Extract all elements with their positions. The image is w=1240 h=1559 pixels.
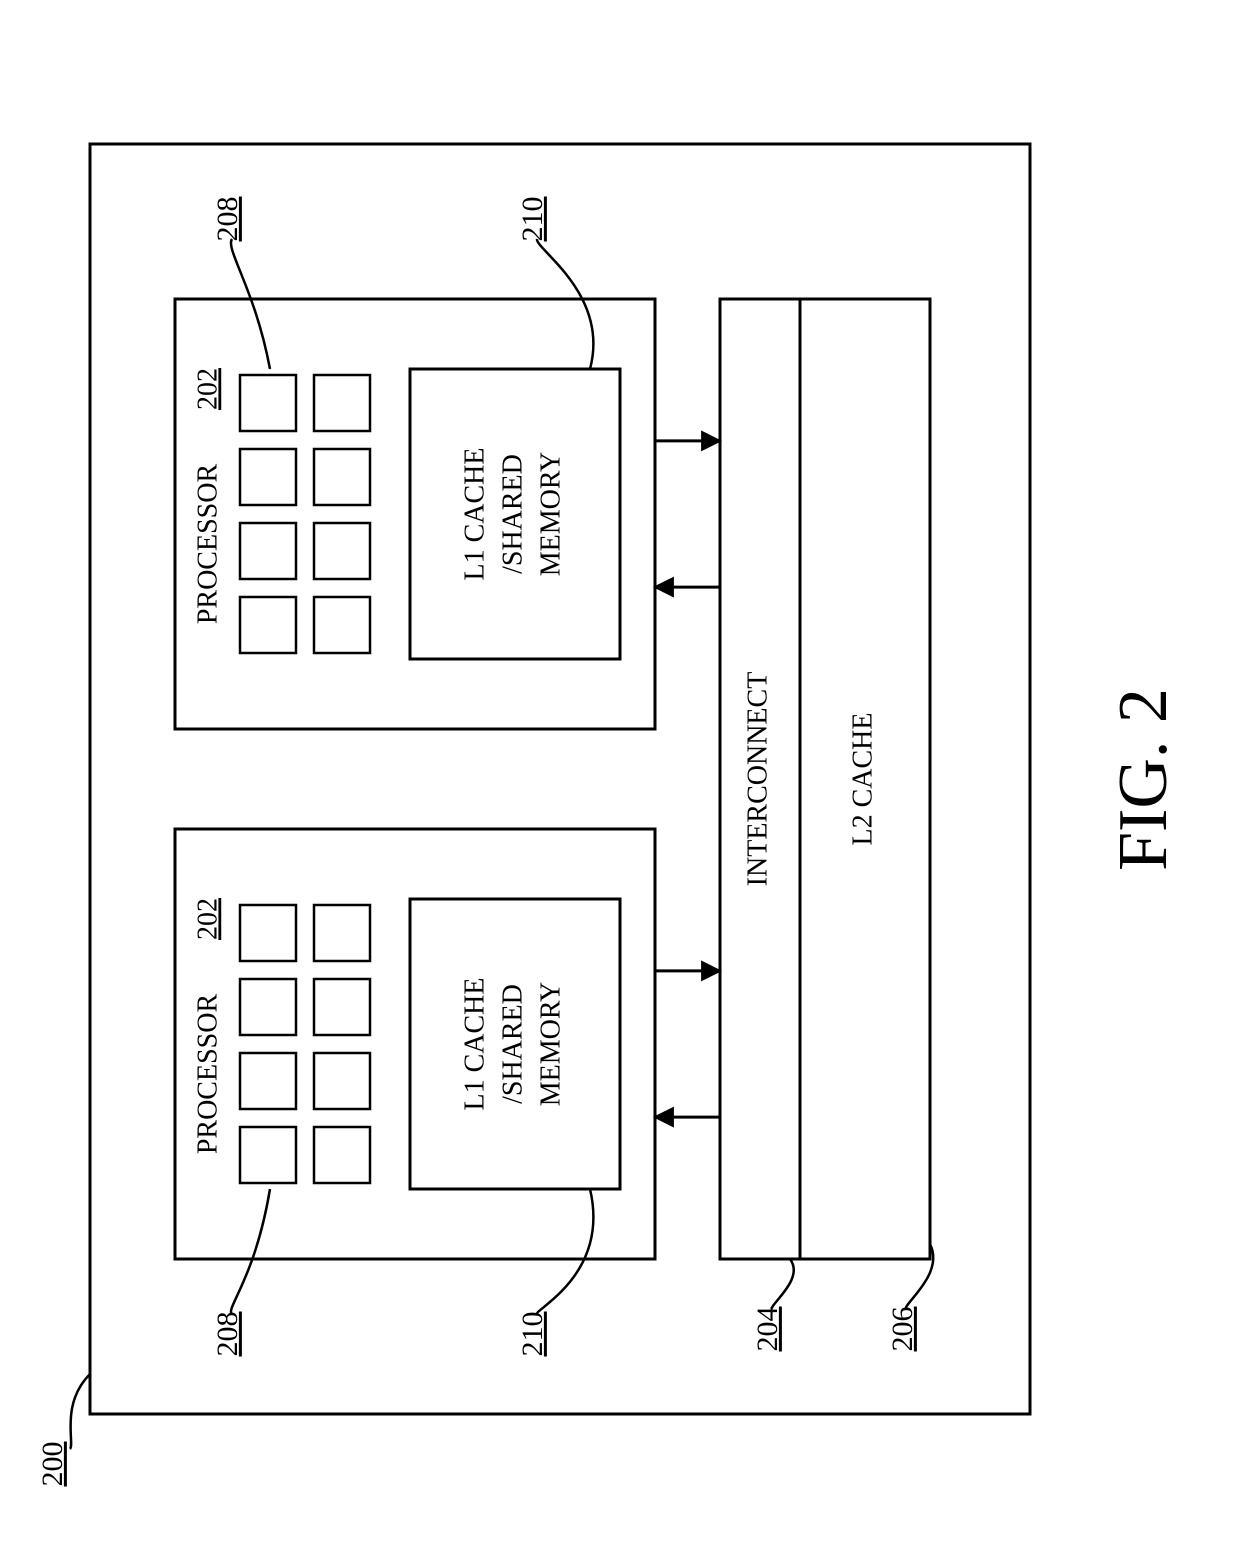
svg-text:INTERCONNECT: INTERCONNECT xyxy=(742,672,773,887)
core xyxy=(240,449,296,505)
core xyxy=(240,979,296,1035)
core xyxy=(314,375,370,431)
svg-text:/SHARED: /SHARED xyxy=(497,454,528,574)
svg-text:200: 200 xyxy=(36,1442,69,1487)
core xyxy=(314,1127,370,1183)
svg-text:L1 CACHE: L1 CACHE xyxy=(459,978,490,1111)
svg-text:208: 208 xyxy=(211,1312,244,1357)
core xyxy=(240,1053,296,1109)
core xyxy=(314,597,370,653)
svg-text:MEMORY: MEMORY xyxy=(535,452,566,576)
core xyxy=(240,905,296,961)
core xyxy=(240,597,296,653)
core xyxy=(240,375,296,431)
core xyxy=(314,449,370,505)
core xyxy=(314,979,370,1035)
svg-text:/SHARED: /SHARED xyxy=(497,984,528,1104)
svg-text:206: 206 xyxy=(886,1307,919,1352)
svg-text:202: 202 xyxy=(192,368,223,410)
leader-210-r xyxy=(537,239,593,369)
leader-210-l xyxy=(537,1189,593,1314)
leader-200 xyxy=(70,1374,90,1449)
core xyxy=(314,905,370,961)
svg-text:210: 210 xyxy=(516,197,549,242)
svg-text:208: 208 xyxy=(211,197,244,242)
svg-text:210: 210 xyxy=(516,1312,549,1357)
svg-text:L2 CACHE: L2 CACHE xyxy=(847,713,878,846)
svg-text:MEMORY: MEMORY xyxy=(535,982,566,1106)
svg-text:PROCESSOR: PROCESSOR xyxy=(192,994,223,1155)
core xyxy=(314,1053,370,1109)
system-box xyxy=(90,144,1030,1414)
core xyxy=(240,1127,296,1183)
svg-text:L1 CACHE: L1 CACHE xyxy=(459,448,490,581)
processor-box-0 xyxy=(175,829,655,1259)
svg-text:FIG. 2: FIG. 2 xyxy=(1105,688,1182,871)
core xyxy=(240,523,296,579)
svg-text:PROCESSOR: PROCESSOR xyxy=(192,464,223,625)
processor-box-1 xyxy=(175,299,655,729)
leader-208-r xyxy=(231,239,270,369)
core xyxy=(314,523,370,579)
svg-text:204: 204 xyxy=(751,1307,784,1352)
leader-208-l xyxy=(231,1189,270,1314)
leader-204 xyxy=(772,1259,794,1309)
svg-text:202: 202 xyxy=(192,898,223,940)
